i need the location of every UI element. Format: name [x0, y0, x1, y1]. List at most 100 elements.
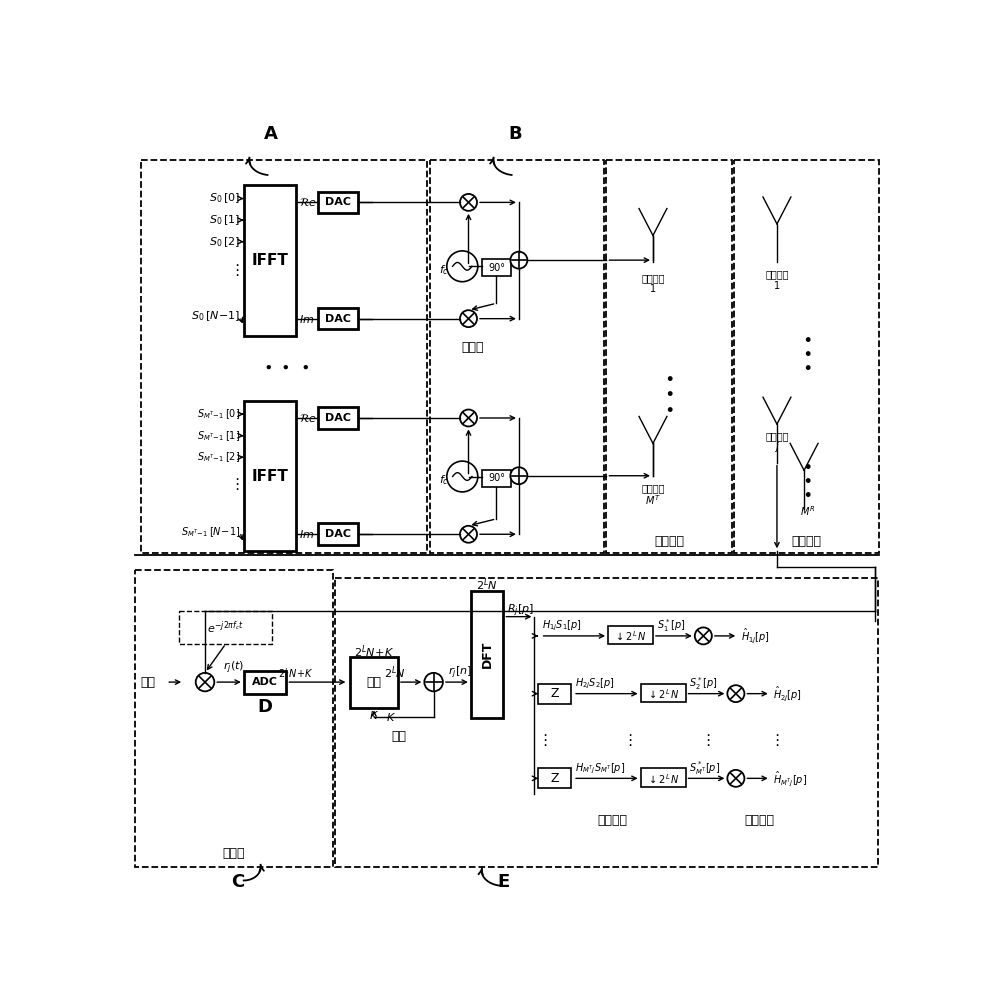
Text: DAC: DAC [325, 197, 351, 207]
Text: $K$: $K$ [369, 709, 379, 721]
Text: $\hat{H}_{2j}[p]$: $\hat{H}_{2j}[p]$ [773, 684, 802, 703]
Text: $2^L N\!+\!K$: $2^L N\!+\!K$ [354, 643, 394, 660]
Circle shape [447, 251, 478, 282]
Circle shape [510, 467, 527, 484]
Text: $\vdots$: $\vdots$ [537, 732, 547, 748]
Bar [350, 657, 398, 708]
Text: $\mathbf{B}$: $\mathbf{B}$ [507, 125, 522, 143]
Text: $S_{M^T\!-\!1}\,[N\!-\!1]$: $S_{M^T\!-\!1}\,[N\!-\!1]$ [181, 525, 240, 539]
Bar [318, 407, 358, 429]
Bar [538, 768, 571, 788]
Text: $S_{M^T\!-\!1}\,[1]$: $S_{M^T\!-\!1}\,[1]$ [197, 429, 240, 443]
Text: j: j [775, 442, 778, 452]
Text: 圆移: 圆移 [392, 730, 406, 742]
Text: $S_{M^T\!-\!1}\,[0]$: $S_{M^T\!-\!1}\,[0]$ [197, 407, 240, 421]
Text: $S_{M^T\!-\!1}\,[2]$: $S_{M^T\!-\!1}\,[2]$ [197, 450, 240, 464]
Text: $H_{2j}S_2[p]$: $H_{2j}S_2[p]$ [575, 676, 614, 691]
Text: $\downarrow 2^L\,N$: $\downarrow 2^L\,N$ [647, 772, 679, 785]
Text: 接收天线: 接收天线 [765, 269, 788, 279]
Bar [318, 192, 358, 213]
Text: 发射天线: 发射天线 [641, 483, 665, 493]
Bar [179, 611, 272, 644]
Bar [243, 671, 287, 694]
Text: $S_1^*[p]$: $S_1^*[p]$ [657, 617, 685, 634]
Text: $\hat{H}_{1j}[p]$: $\hat{H}_{1j}[p]$ [741, 627, 769, 645]
Bar [538, 684, 571, 704]
Text: $\bullet$: $\bullet$ [802, 456, 812, 474]
Text: $e^{-j2\pi f_c t}$: $e^{-j2\pi f_c t}$ [208, 619, 244, 636]
Bar [243, 401, 297, 551]
Text: 回波: 回波 [140, 676, 155, 689]
Bar [243, 185, 297, 336]
Text: 上变频: 上变频 [461, 341, 484, 354]
Text: $S_0\,[2]$: $S_0\,[2]$ [209, 235, 240, 249]
Text: $\downarrow 2^L\,N$: $\downarrow 2^L\,N$ [647, 687, 679, 700]
Circle shape [196, 673, 215, 691]
Text: 接收阵列: 接收阵列 [792, 535, 822, 548]
Bar [734, 160, 879, 553]
Text: $\mathit{Im}$: $\mathit{Im}$ [299, 528, 315, 540]
Text: $\vdots$: $\vdots$ [699, 732, 710, 748]
Bar [482, 470, 511, 487]
Text: $H_{M^Tj}S_{M^T}[p]$: $H_{M^Tj}S_{M^T}[p]$ [575, 761, 625, 776]
Text: $\bullet$: $\bullet$ [665, 399, 674, 417]
Text: $M^R$: $M^R$ [800, 504, 816, 518]
Circle shape [447, 461, 478, 492]
Text: $M^T$: $M^T$ [645, 493, 661, 507]
Text: $\bullet$: $\bullet$ [665, 383, 674, 401]
Text: $H_{1j}S_1[p]$: $H_{1j}S_1[p]$ [542, 619, 582, 633]
Bar [641, 684, 685, 702]
Text: 1: 1 [650, 284, 656, 294]
Text: $f_c$: $f_c$ [439, 263, 450, 277]
Text: $\mathcal{R}e$: $\mathcal{R}e$ [299, 196, 316, 208]
Text: Z: Z [550, 687, 559, 700]
Bar [608, 626, 653, 644]
Text: $\vdots$: $\vdots$ [622, 732, 633, 748]
Bar [140, 160, 427, 553]
Text: $\mathbf{D}$: $\mathbf{D}$ [257, 698, 273, 716]
Text: 匹配滤波: 匹配滤波 [744, 814, 774, 827]
Circle shape [460, 526, 477, 543]
Text: $\mathit{Im}$: $\mathit{Im}$ [299, 313, 315, 325]
Text: $\bullet$: $\bullet$ [802, 329, 812, 347]
Text: $R_j[p]$: $R_j[p]$ [507, 602, 534, 619]
Text: $S_0\,[1]$: $S_0\,[1]$ [209, 213, 240, 227]
Text: $\bullet\ \bullet\ \bullet$: $\bullet\ \bullet\ \bullet$ [263, 359, 310, 374]
Text: DAC: DAC [325, 413, 351, 423]
Text: $\mathbf{E}$: $\mathbf{E}$ [496, 873, 510, 891]
Text: 发射阵列: 发射阵列 [655, 535, 684, 548]
Text: $\mathcal{R}e$: $\mathcal{R}e$ [299, 412, 316, 424]
Text: 90°: 90° [488, 263, 505, 273]
Text: 下变频: 下变频 [223, 847, 245, 860]
Text: $f_c$: $f_c$ [439, 473, 450, 487]
Text: $2^L N$: $2^L N$ [476, 577, 498, 593]
Text: $2^L N$: $2^L N$ [384, 665, 405, 681]
Circle shape [510, 252, 527, 269]
Text: $\hat{H}_{M^Tj}[p]$: $\hat{H}_{M^Tj}[p]$ [773, 769, 807, 788]
Text: $\bullet$: $\bullet$ [802, 357, 812, 375]
Circle shape [460, 410, 477, 426]
Text: $S_0\,[0]$: $S_0\,[0]$ [209, 192, 240, 205]
Text: $K$: $K$ [386, 711, 396, 723]
Circle shape [727, 685, 745, 702]
Text: $\bullet$: $\bullet$ [665, 368, 674, 386]
Text: $\vdots$: $\vdots$ [229, 262, 239, 278]
Circle shape [695, 627, 712, 644]
Text: 接收天线: 接收天线 [765, 431, 788, 441]
Text: $S_0\,[N\!-\!1]$: $S_0\,[N\!-\!1]$ [191, 309, 240, 323]
Bar [335, 578, 877, 867]
Text: 分块: 分块 [367, 676, 382, 689]
Bar [471, 591, 503, 718]
Bar [135, 570, 333, 867]
Text: $\vdots$: $\vdots$ [229, 476, 239, 492]
Text: DAC: DAC [325, 314, 351, 324]
Circle shape [460, 194, 477, 211]
Bar [641, 768, 685, 787]
Text: $\bullet$: $\bullet$ [802, 470, 812, 488]
Text: $2^L N\!+\!K$: $2^L N\!+\!K$ [278, 666, 314, 680]
Text: IFFT: IFFT [251, 253, 289, 268]
Text: $S_{M^T}^*[p]$: $S_{M^T}^*[p]$ [689, 760, 720, 777]
Text: 90°: 90° [488, 473, 505, 483]
Bar [482, 259, 511, 276]
Circle shape [727, 770, 745, 787]
